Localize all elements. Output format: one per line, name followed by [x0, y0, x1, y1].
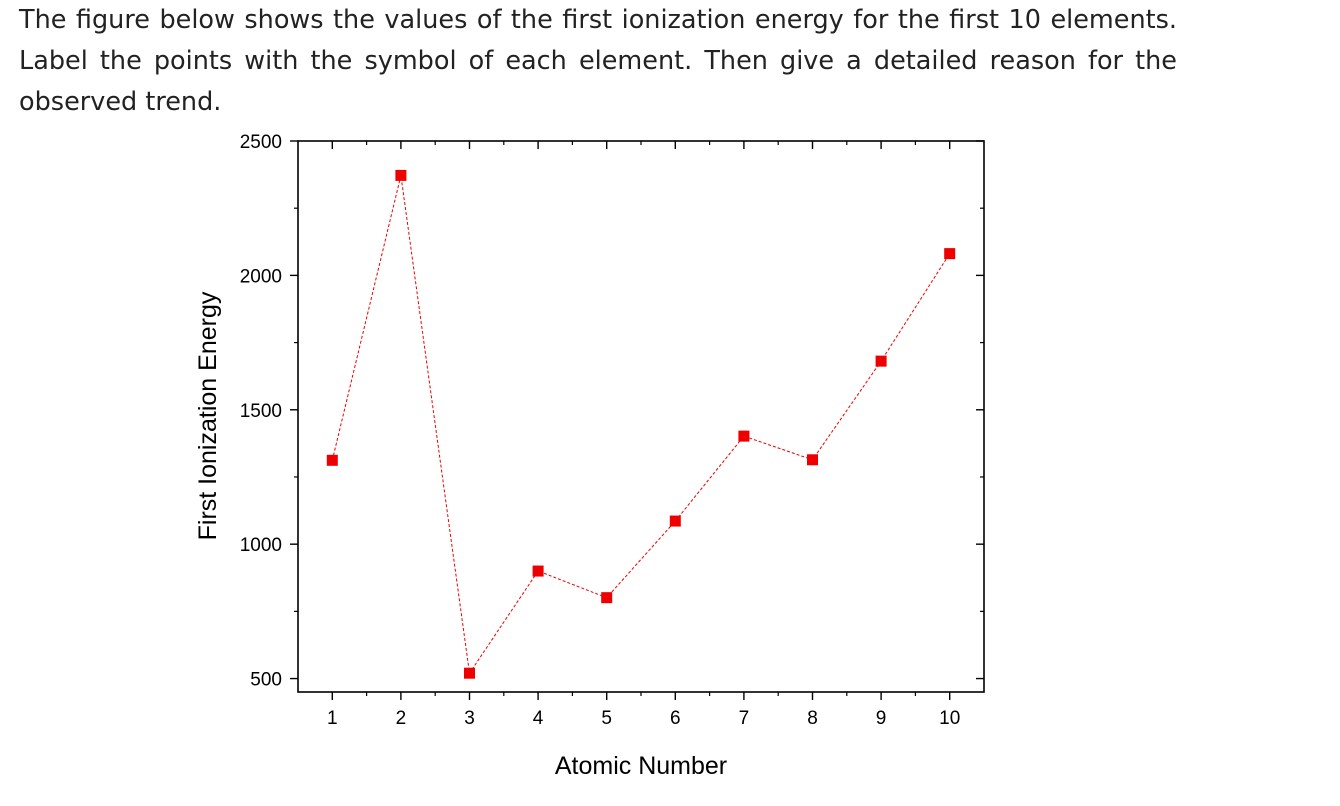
x-tick-label: 6: [670, 708, 681, 729]
data-point: [669, 515, 681, 527]
y-tick-label: 2500: [240, 132, 282, 153]
data-point: [875, 355, 887, 367]
y-tick-label: 2000: [240, 266, 282, 287]
y-axis-label: First Ionization Energy: [194, 291, 222, 540]
x-tick-label: 5: [601, 708, 612, 729]
x-axis: 1 2 3 4 5 6 7 8 9 10: [327, 141, 960, 729]
question-text: The figure below shows the values of the…: [19, 5, 1177, 117]
data-point: [532, 565, 544, 577]
data-point: [738, 430, 750, 442]
x-tick-label: 9: [876, 708, 887, 729]
x-tick-label: 1: [327, 708, 338, 729]
series-line: [331, 175, 951, 675]
data-point: [807, 454, 818, 466]
plot-frame: [297, 140, 985, 693]
x-tick-label: 10: [939, 708, 960, 729]
data-point: [944, 248, 956, 260]
x-axis-label: Atomic Number: [555, 752, 727, 780]
data-point: [601, 592, 613, 604]
data-point: [326, 454, 338, 466]
x-tick-label: 7: [739, 708, 750, 729]
y-tick-label: 1000: [240, 535, 282, 556]
y-tick-label: 500: [250, 670, 282, 691]
x-tick-label: 2: [396, 708, 407, 729]
data-points: [326, 169, 956, 679]
x-tick-label: 8: [807, 708, 818, 729]
x-tick-label: 4: [533, 708, 544, 729]
y-axis: 500 1000 1500 2000 2500: [240, 132, 984, 691]
data-point: [395, 169, 407, 181]
y-tick-label: 1500: [240, 401, 282, 422]
data-point: [464, 667, 475, 679]
x-tick-label: 3: [464, 708, 475, 729]
